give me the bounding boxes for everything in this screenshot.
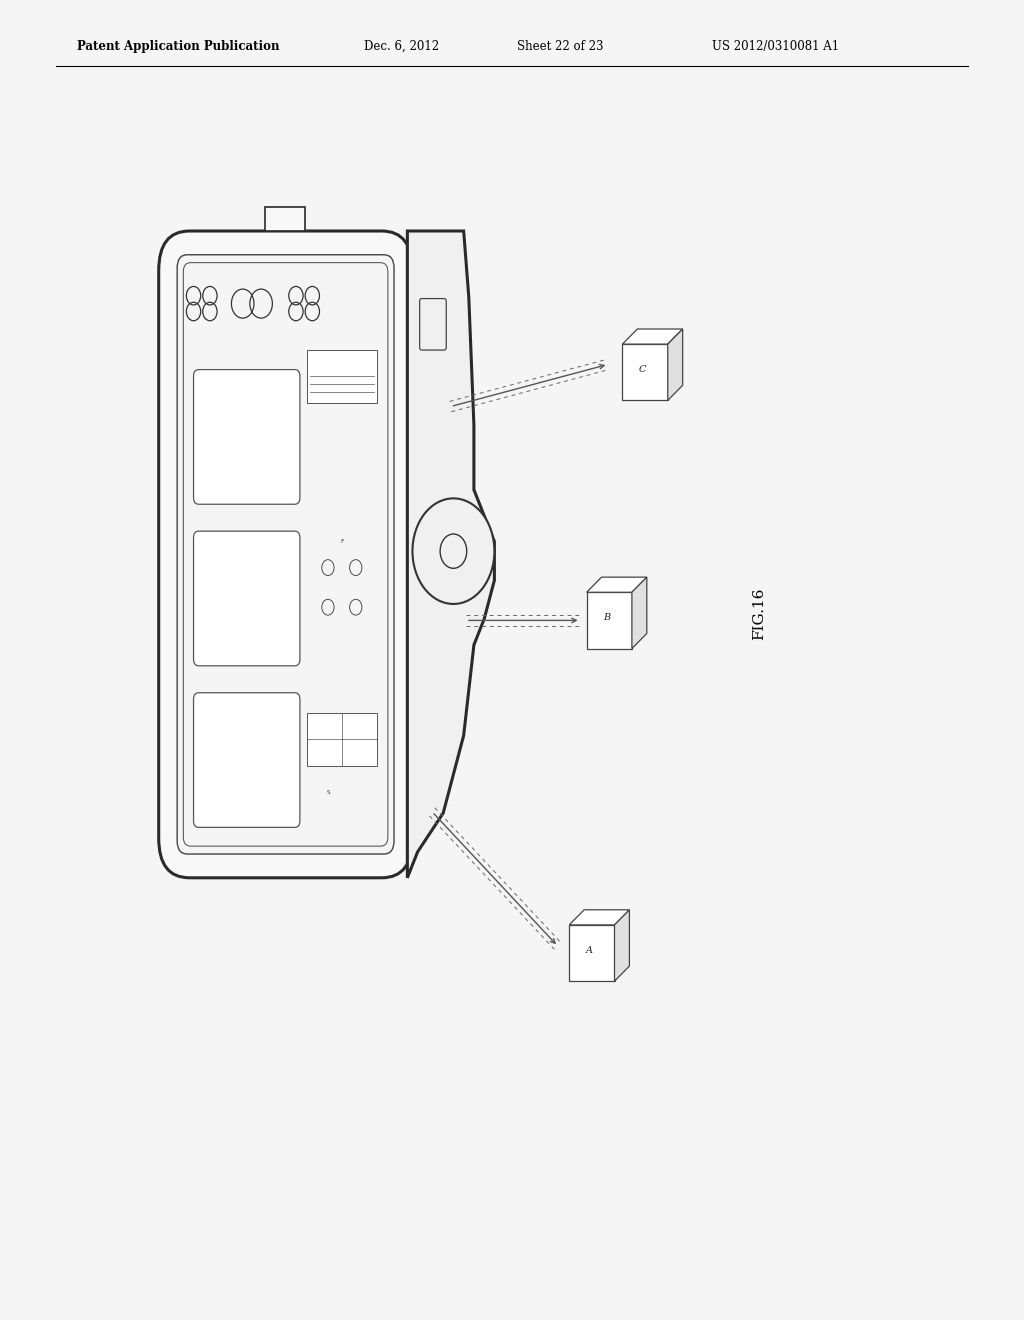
Polygon shape (614, 909, 630, 981)
Polygon shape (587, 577, 647, 593)
FancyBboxPatch shape (194, 370, 300, 504)
FancyBboxPatch shape (307, 713, 377, 766)
Circle shape (413, 499, 495, 605)
Polygon shape (569, 925, 614, 981)
Text: A: A (586, 945, 593, 954)
Polygon shape (587, 593, 632, 648)
Text: C: C (639, 364, 646, 374)
Polygon shape (668, 329, 683, 400)
Text: US 2012/0310081 A1: US 2012/0310081 A1 (712, 40, 839, 53)
Text: S: S (327, 789, 330, 795)
FancyBboxPatch shape (183, 263, 388, 846)
Polygon shape (623, 329, 683, 345)
Polygon shape (408, 231, 495, 878)
FancyBboxPatch shape (159, 231, 413, 878)
FancyBboxPatch shape (177, 255, 394, 854)
FancyBboxPatch shape (420, 298, 446, 350)
Text: Dec. 6, 2012: Dec. 6, 2012 (364, 40, 438, 53)
Text: Sheet 22 of 23: Sheet 22 of 23 (517, 40, 603, 53)
Polygon shape (632, 577, 647, 648)
FancyBboxPatch shape (194, 693, 300, 828)
FancyBboxPatch shape (307, 350, 377, 403)
Text: FIG.16: FIG.16 (753, 587, 767, 640)
Text: B: B (603, 612, 610, 622)
Polygon shape (623, 345, 668, 400)
Text: Patent Application Publication: Patent Application Publication (77, 40, 280, 53)
FancyBboxPatch shape (194, 531, 300, 665)
Polygon shape (569, 909, 630, 925)
Text: F: F (340, 539, 344, 544)
FancyBboxPatch shape (265, 207, 304, 231)
